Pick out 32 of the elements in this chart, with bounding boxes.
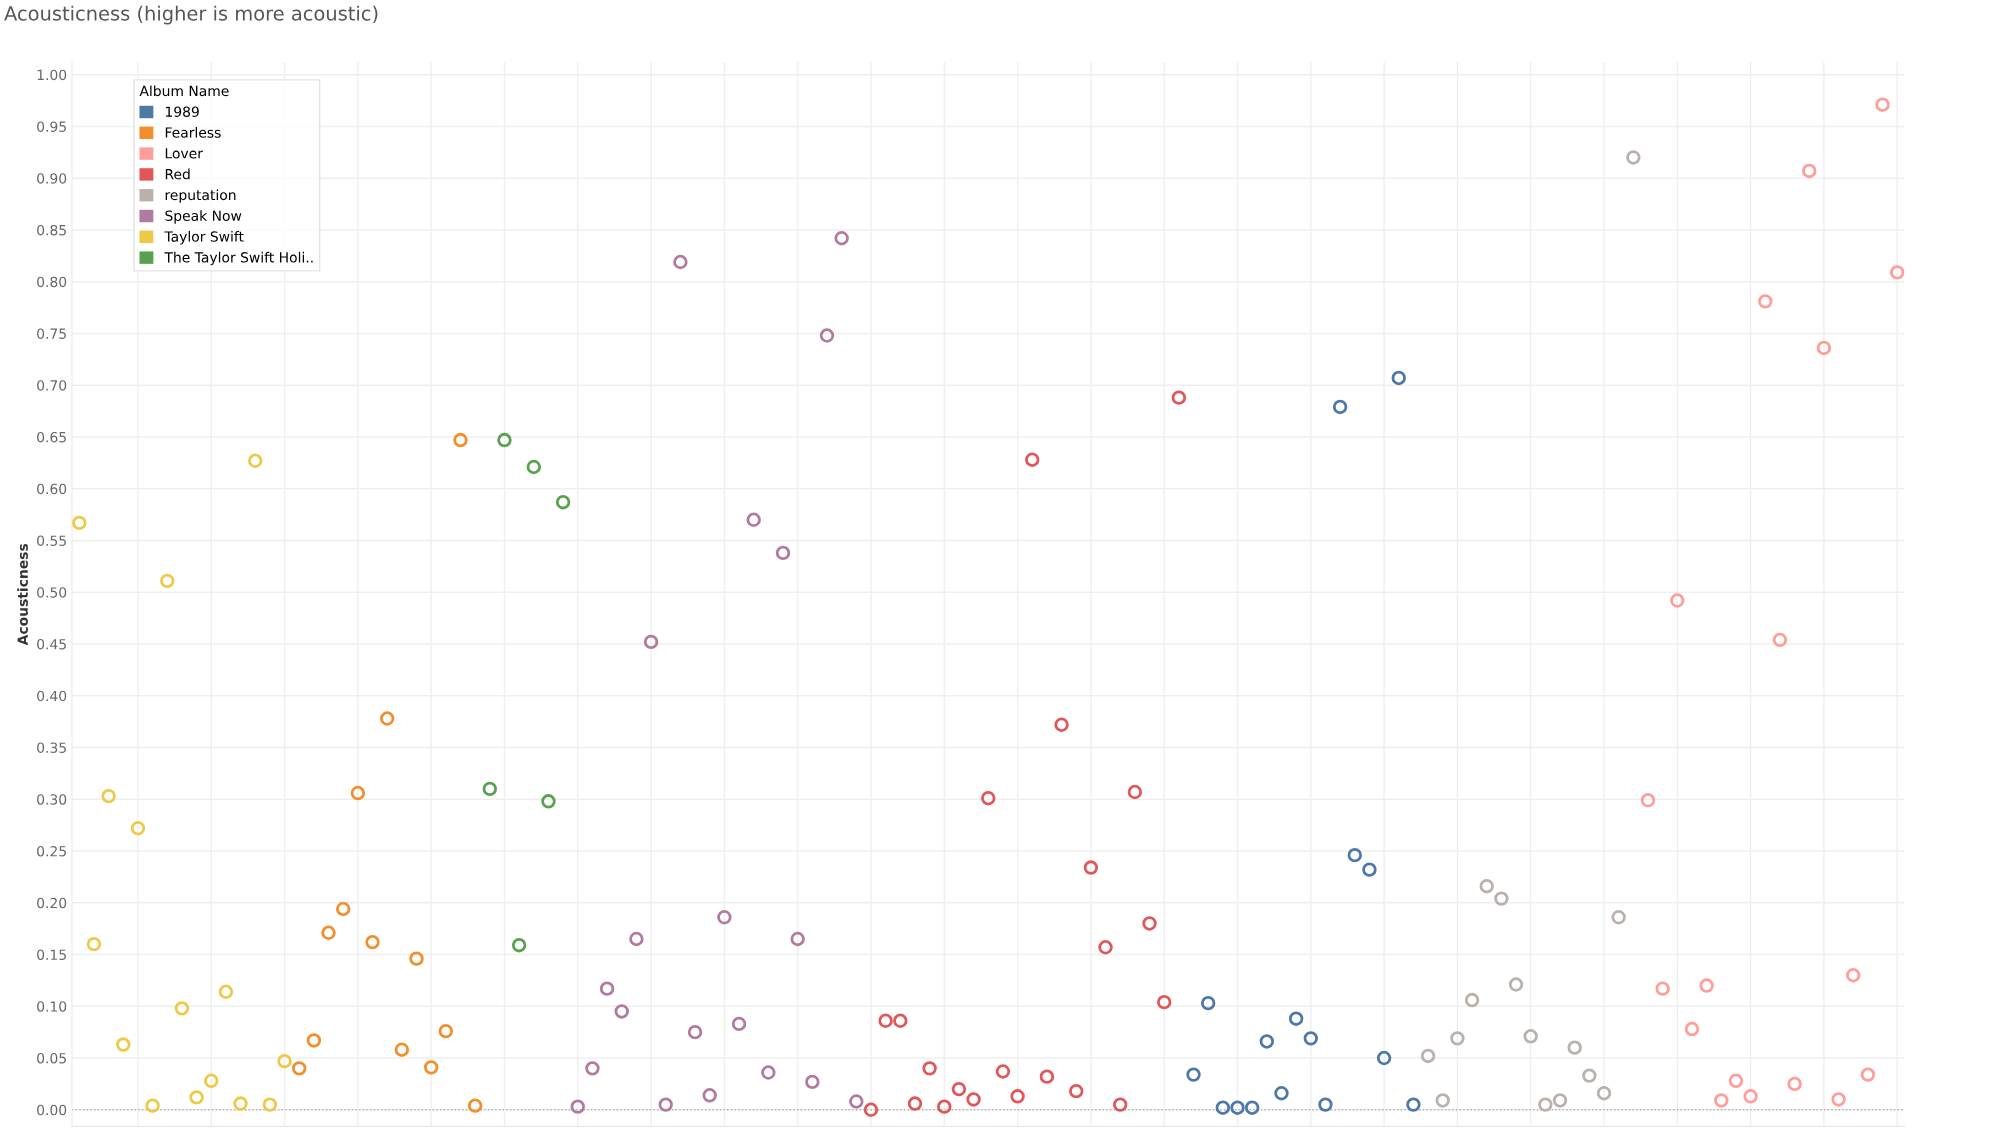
y-tick-label: 0.75 bbox=[37, 328, 66, 339]
y-tick-label: 0.15 bbox=[37, 949, 66, 960]
y-tick-label: 0.40 bbox=[37, 690, 67, 702]
y-tick-label: 0.85 bbox=[37, 224, 66, 236]
y-tick-label: 0.25 bbox=[37, 845, 66, 857]
legend-label: Red bbox=[165, 168, 190, 180]
y-tick-label: 0.90 bbox=[37, 173, 67, 184]
legend-label: Fearless bbox=[165, 127, 221, 138]
y-tick-label: 0.35 bbox=[37, 742, 66, 753]
y-tick-label: 0.55 bbox=[37, 535, 66, 546]
y-tick-label: 0.30 bbox=[37, 794, 67, 805]
y-tick-label: 0.00 bbox=[37, 1104, 67, 1116]
legend-label: reputation bbox=[165, 189, 236, 203]
legend-label: 1989 bbox=[165, 106, 199, 117]
legend-label: Speak Now bbox=[165, 210, 242, 224]
legend-label: The Taylor Swift Holi.. bbox=[164, 251, 313, 266]
y-tick-label: 0.80 bbox=[37, 276, 67, 288]
y-tick-label: 0.45 bbox=[37, 638, 66, 650]
y-tick-label: 1.00 bbox=[37, 69, 67, 81]
y-tick-label: 0.70 bbox=[37, 380, 67, 391]
y-tick-label: 0.05 bbox=[37, 1052, 66, 1064]
y-tick-label: 0.65 bbox=[37, 431, 66, 443]
chart-title: Acousticness (higher is more acoustic) bbox=[4, 5, 378, 25]
legend-title: Album Name bbox=[139, 85, 229, 97]
y-tick-label: 0.95 bbox=[37, 121, 66, 132]
y-axis-title: Acousticness bbox=[17, 543, 28, 646]
legend-label: Taylor Swift bbox=[164, 231, 244, 245]
y-tick-label: 0.20 bbox=[37, 897, 67, 909]
y-tick-label: 0.10 bbox=[37, 1001, 67, 1012]
y-tick-label: 0.50 bbox=[37, 587, 67, 598]
y-tick-label: 0.60 bbox=[37, 483, 67, 495]
legend-label: Lover bbox=[165, 148, 203, 159]
